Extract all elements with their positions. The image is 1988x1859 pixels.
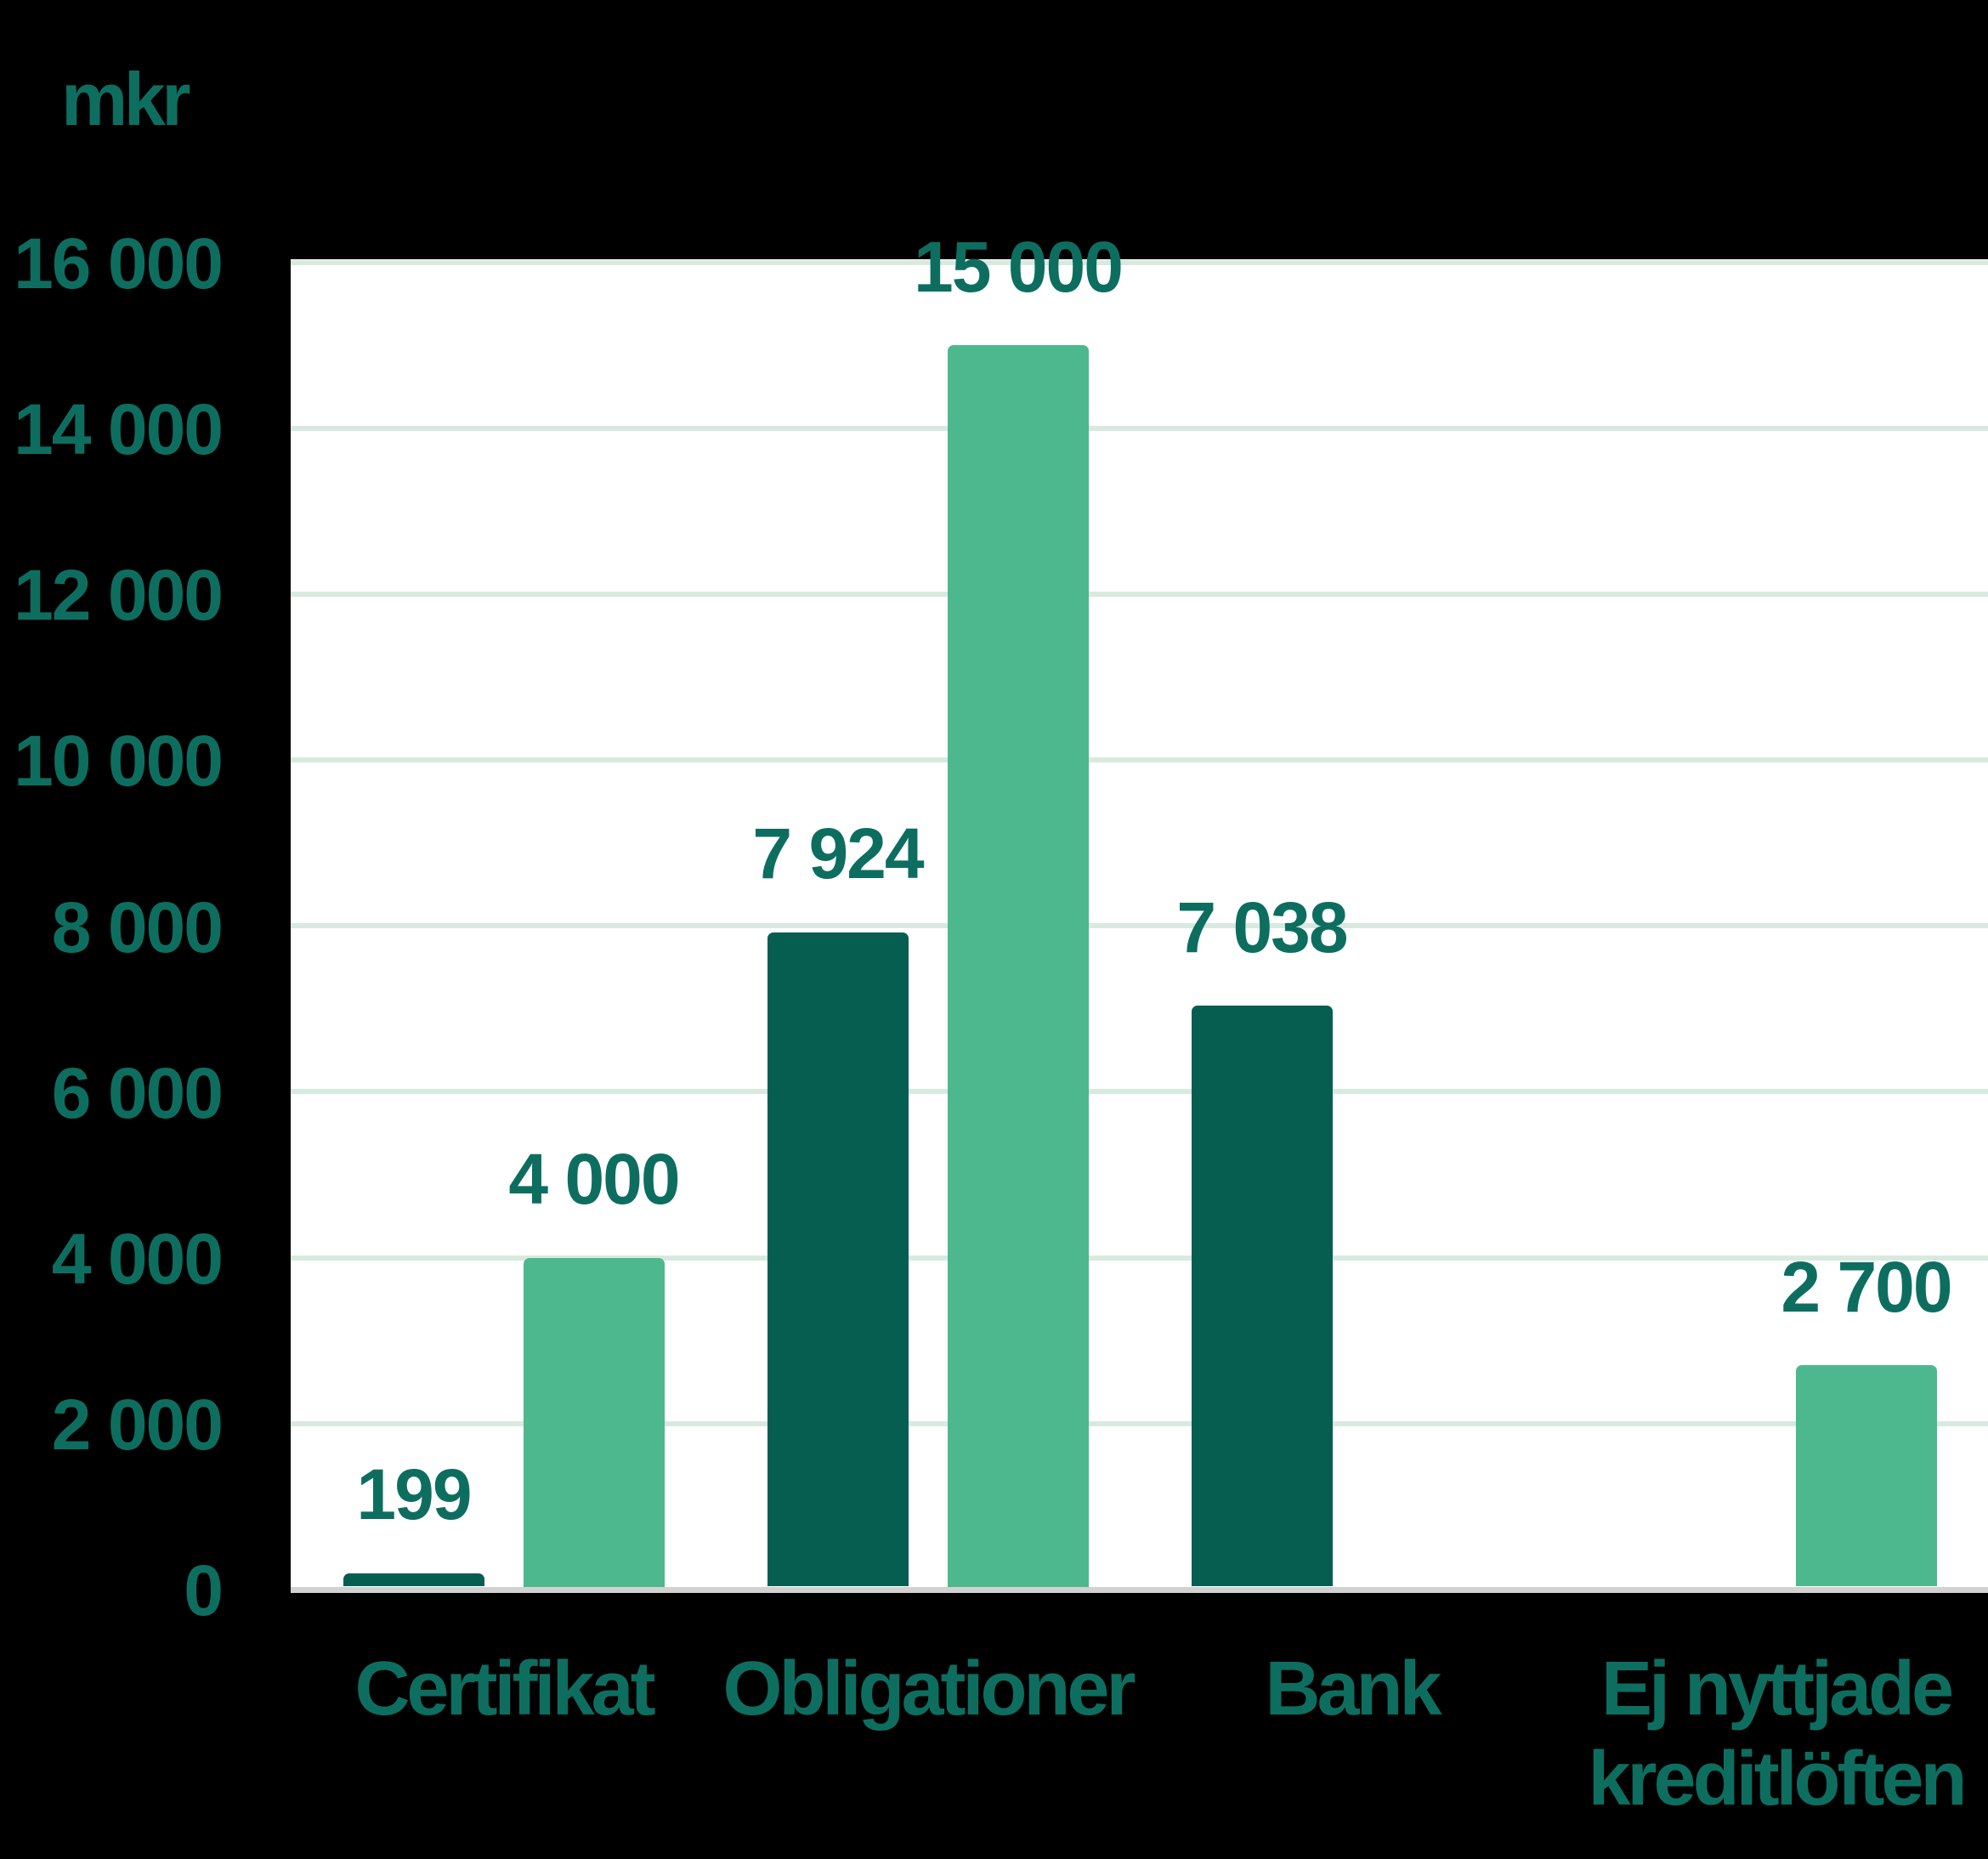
y-tick-label-4000: 4 000 [51,1219,224,1300]
y-tick-label-16000: 16 000 [14,223,224,303]
gridline-6000 [291,1089,1988,1095]
y-tick-label-8000: 8 000 [51,887,224,967]
value-label-dark-green-series-2: 7 038 [1176,887,1348,967]
bar-bank-dark-green-series [1191,1006,1333,1587]
y-tick-label-2000: 2 000 [51,1385,224,1465]
gridline-16000 [291,259,1988,265]
y-tick-label-10000: 10 000 [14,721,224,802]
bar-obligationer-dark-green-series [767,932,909,1587]
y-tick-label-6000: 6 000 [51,1052,224,1133]
x-category-label-3-line-1: kreditlöften [1588,1737,1967,1822]
value-label-light-green-series-1: 15 000 [914,226,1124,307]
y-tick-label-12000: 12 000 [14,555,224,636]
gridline-12000 [291,591,1988,597]
gridline-8000 [291,923,1988,929]
bar-ej-light-green-series [1795,1365,1937,1587]
x-category-label-2-line-0: Bank [1265,1646,1441,1732]
y-tick-label-0: 0 [184,1550,224,1631]
gridline-2000 [291,1420,1988,1426]
bar-certifikat-dark-green-series [343,1573,484,1587]
x-category-label-0-line-0: Certifikat [354,1646,655,1732]
x-category-label-1-line-0: Obligationer [722,1646,1136,1732]
gridline-10000 [291,757,1988,763]
y-tick-label-14000: 14 000 [14,389,224,470]
gridline-4000 [291,1255,1988,1261]
gridline-14000 [291,425,1988,431]
value-label-light-green-series-3: 2 700 [1781,1246,1952,1327]
bar-obligationer-light-green-series [947,345,1089,1587]
bar-certifikat-light-green-series [523,1257,665,1587]
y-axis-unit-label: mkr [61,57,190,142]
value-label-dark-green-series-0: 199 [356,1454,472,1535]
x-category-label-3-line-0: Ej nyttjade [1600,1646,1954,1732]
x-axis-baseline [291,1586,1988,1593]
value-label-dark-green-series-1: 7 924 [752,813,924,894]
value-label-light-green-series-0: 4 000 [508,1139,680,1220]
